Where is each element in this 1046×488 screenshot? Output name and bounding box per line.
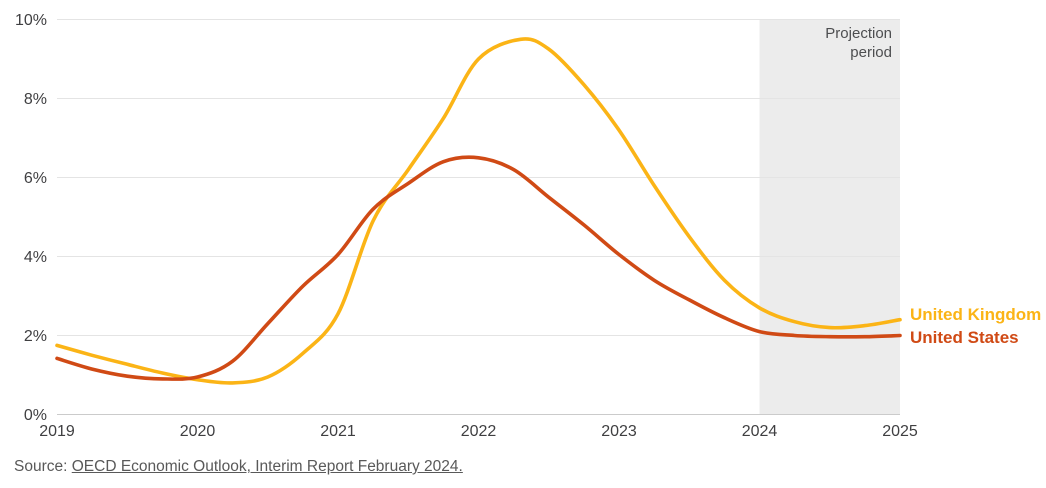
x-tick-label: 2020 — [180, 423, 216, 440]
x-tick-label: 2024 — [742, 423, 778, 440]
source-link[interactable]: OECD Economic Outlook, Interim Report Fe… — [71, 458, 463, 475]
x-tick-label: 2022 — [461, 423, 497, 440]
legend-united-kingdom: United Kingdom — [910, 305, 1042, 324]
y-tick-label: 0% — [24, 407, 47, 424]
y-tick-label: 10% — [15, 12, 47, 29]
source-note: Source: OECD Economic Outlook, Interim R… — [14, 458, 463, 476]
x-tick-label: 2025 — [882, 423, 918, 440]
chart-plot-area: Projection period 0% 2% 4% 6% 8% 10% 2019 2020 202… — [15, 12, 918, 440]
projection-region — [759, 19, 900, 415]
projection-period-label: Projection — [825, 25, 892, 42]
y-tick-label: 2% — [24, 328, 47, 345]
x-tick-label: 2023 — [601, 423, 637, 440]
legend-united-states: United States — [910, 328, 1019, 347]
y-tick-label: 8% — [24, 91, 47, 108]
projection-period-label: period — [850, 44, 892, 61]
x-tick-label: 2019 — [39, 423, 75, 440]
x-tick-label: 2021 — [320, 423, 356, 440]
legend: United Kingdom United States — [910, 303, 1041, 349]
source-prefix: Source: — [14, 458, 72, 475]
united-kingdom-line — [55, 37, 902, 385]
united-states-line — [55, 155, 902, 381]
y-tick-label: 4% — [24, 249, 47, 266]
y-tick-label: 6% — [24, 170, 47, 187]
